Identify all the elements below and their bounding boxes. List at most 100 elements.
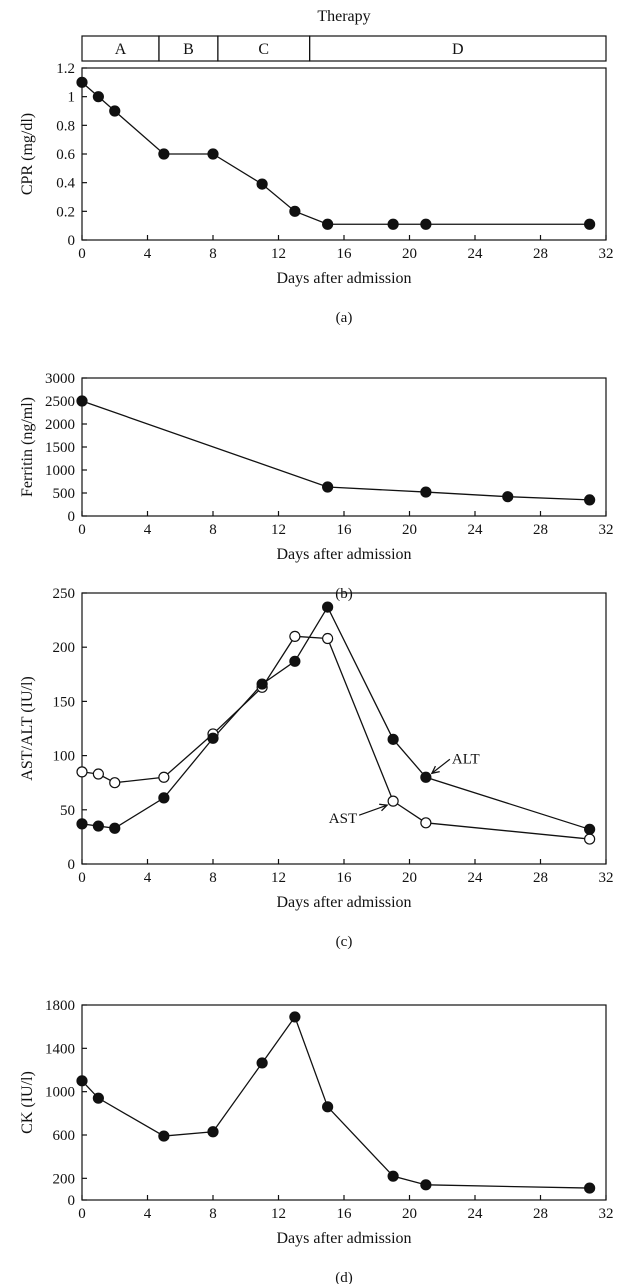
x-tick-label: 0 (78, 870, 86, 886)
x-tick-label: 20 (402, 246, 417, 262)
x-tick-label: 4 (144, 1206, 152, 1222)
therapy-title: Therapy (317, 8, 370, 25)
y-tick-label: 600 (53, 1128, 76, 1144)
y-tick-label: 0 (68, 1193, 76, 1209)
x-tick-label: 8 (209, 522, 217, 538)
data-point (109, 105, 121, 117)
data-point (76, 1075, 88, 1087)
data-point (289, 1011, 301, 1023)
data-point (584, 1182, 596, 1194)
x-tick-label: 16 (337, 1206, 353, 1222)
chart-panel-a: (a) Days after admission CPR (mg/dl) 0 4 8… (19, 61, 614, 326)
panel-label: (d) (335, 1270, 353, 1284)
data-point (420, 218, 432, 230)
data-point-ast (76, 766, 88, 778)
data-point (158, 148, 170, 160)
y-tick-label: 0 (68, 509, 76, 525)
therapy-phase-label: B (183, 41, 194, 58)
data-point-ast (289, 630, 301, 642)
x-tick-label: 16 (337, 522, 353, 538)
y-axis-label: CPR (mg/dl) (19, 113, 36, 195)
x-tick-label: 28 (533, 522, 548, 538)
x-tick-label: 16 (337, 870, 353, 886)
x-tick-label: 32 (599, 870, 614, 886)
data-point (289, 205, 301, 217)
plot-frame (81, 1004, 607, 1201)
y-tick-label: 3000 (45, 371, 75, 387)
data-point-alt (158, 792, 170, 804)
series-line-alt (81, 605, 590, 830)
x-tick-label: 24 (468, 522, 484, 538)
data-point (76, 76, 88, 88)
x-tick-label: 0 (78, 246, 86, 262)
therapy-phase-label: D (452, 41, 464, 58)
y-tick-label: 1.2 (56, 61, 75, 77)
chart-panel-c: (c) Days after admission AST/ALT (IU/l) … (19, 586, 614, 950)
data-point-alt (109, 822, 121, 834)
data-point (387, 218, 399, 230)
y-tick-label: 0.4 (56, 176, 75, 192)
x-tick-label: 28 (533, 870, 548, 886)
panel-label: (c) (336, 934, 353, 950)
y-axis-label: CK (IU/l) (19, 1071, 36, 1134)
data-point-alt (584, 823, 596, 835)
data-point-ast (92, 768, 104, 780)
x-tick-label: 20 (402, 522, 417, 538)
data-point (256, 178, 268, 190)
y-tick-label: 1500 (45, 440, 75, 456)
x-tick-label: 8 (209, 1206, 217, 1222)
y-tick-label: 2000 (45, 417, 75, 433)
panel-label: (b) (335, 586, 353, 602)
data-point-ast (420, 817, 432, 829)
y-tick-label: 2500 (45, 394, 75, 410)
x-tick-label: 32 (599, 1206, 614, 1222)
x-axis-label: Days after admission (276, 1230, 411, 1247)
x-tick-label: 0 (78, 522, 86, 538)
x-tick-label: 4 (144, 522, 152, 538)
chart-panel-d: (d) Days after admission CK (IU/l) 0 4 8 12… (19, 998, 614, 1284)
x-tick-label: 28 (533, 246, 548, 262)
data-point-ast (322, 632, 334, 645)
panel-label: (a) (336, 310, 353, 326)
x-axis-label: Days after admission (276, 546, 411, 563)
x-tick-label: 28 (533, 1206, 548, 1222)
y-tick-label: 500 (53, 486, 76, 502)
y-tick-label: 100 (53, 749, 76, 765)
x-axis-label: Days after admission (276, 270, 411, 287)
data-point-alt (92, 820, 104, 832)
data-point-alt (76, 818, 88, 830)
x-tick-label: 4 (144, 246, 152, 262)
series-line (81, 81, 590, 225)
y-tick-label: 1 (68, 90, 76, 106)
y-tick-label: 1000 (45, 1085, 75, 1101)
x-tick-label: 12 (271, 246, 286, 262)
series-line-ast (81, 635, 590, 840)
y-tick-label: 200 (53, 640, 76, 656)
x-tick-label: 4 (144, 870, 152, 886)
y-tick-label: 0.6 (56, 147, 75, 163)
y-tick-label: 0.8 (56, 118, 75, 134)
y-tick-label: 0 (68, 233, 76, 249)
data-point-ast (158, 771, 170, 783)
x-tick-label: 8 (209, 870, 217, 886)
data-point (207, 1126, 219, 1138)
data-point-alt (420, 771, 432, 783)
data-point (76, 395, 88, 407)
x-tick-label: 12 (271, 1206, 286, 1222)
x-axis-label: Days after admission (276, 894, 411, 911)
x-tick-label: 12 (271, 522, 286, 538)
y-axis-label: AST/ALT (IU/l) (19, 676, 36, 780)
y-tick-label: 1400 (45, 1041, 75, 1057)
y-tick-label: 0.2 (56, 204, 75, 220)
data-point-alt (387, 733, 399, 745)
data-point (584, 494, 596, 506)
x-tick-label: 24 (468, 870, 484, 886)
data-point (256, 1057, 268, 1069)
x-tick-label: 16 (337, 246, 353, 262)
therapy-bar: Therapy A B C D (81, 8, 607, 62)
annotation-arrow (358, 804, 388, 816)
data-point (322, 218, 334, 230)
therapy-phase-label: A (115, 41, 127, 58)
data-point (322, 481, 334, 493)
